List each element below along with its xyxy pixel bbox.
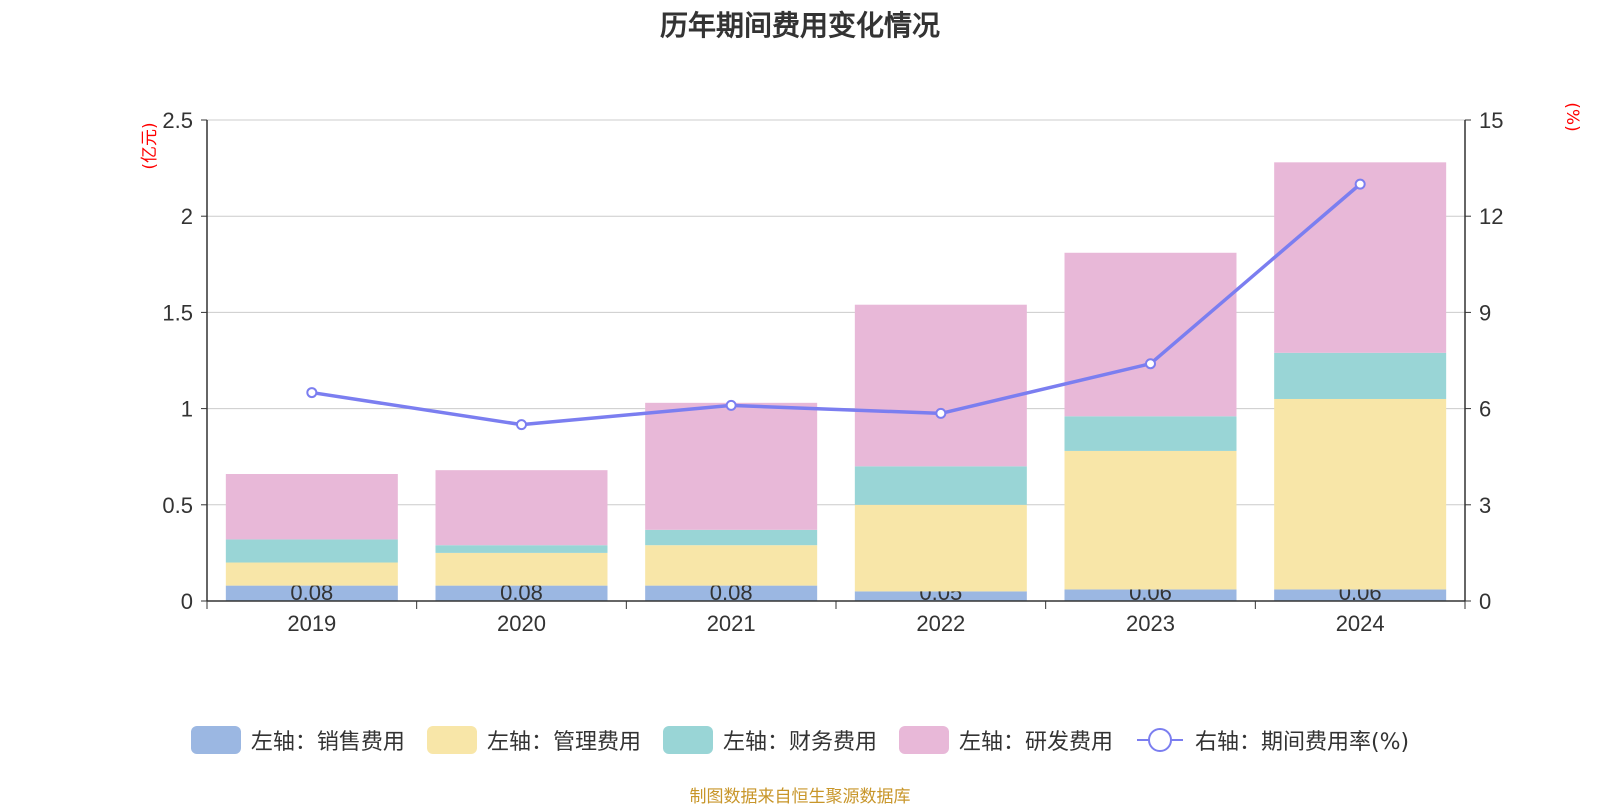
legend-swatch-sales	[190, 726, 241, 754]
y-right-tick-label: 9	[1479, 300, 1491, 325]
x-tick-label: 2023	[1126, 611, 1175, 636]
bar-segment-1	[435, 552, 608, 586]
bar-segment-3	[645, 402, 818, 530]
legend-label-admin: 左轴：管理费用	[486, 730, 641, 755]
bar-segment-2	[1274, 352, 1447, 399]
legend-item-rnd[interactable]: 左轴：研发费用	[898, 724, 1113, 756]
y-right-tick-label: 15	[1479, 108, 1503, 133]
y-left-tick-label: 1	[181, 397, 193, 422]
legend-item-sales[interactable]: 左轴：销售费用	[190, 724, 405, 756]
legend-item-finance[interactable]: 左轴：财务费用	[662, 724, 877, 756]
y-left-tick-label: 0.5	[162, 493, 193, 518]
x-tick-label: 2019	[287, 611, 336, 636]
bar-segment-2	[854, 466, 1027, 505]
bar-segment-0	[225, 585, 398, 601]
legend-label-expense-rate: 右轴：期间费用率(%)	[1194, 730, 1410, 755]
bar-segment-2	[645, 529, 818, 546]
bar-segment-2	[225, 539, 398, 563]
bar-segment-3	[435, 470, 608, 546]
x-tick-label: 2021	[707, 611, 756, 636]
expense-rate-point	[1145, 358, 1156, 370]
bar-segment-0	[645, 585, 818, 601]
legend-item-admin[interactable]: 左轴：管理费用	[426, 724, 641, 756]
source-note: 制图数据来自恒生聚源数据库	[689, 787, 911, 807]
x-tick-label: 2022	[916, 611, 965, 636]
chart-legend: 左轴：销售费用 左轴：管理费用 左轴：财务费用 左轴：研发费用 右轴：期间费用率…	[0, 722, 1600, 758]
bar-segment-3	[225, 474, 398, 540]
bar-segment-1	[225, 562, 398, 586]
y-right-tick-label: 6	[1479, 397, 1491, 422]
bar-segment-1	[1064, 450, 1237, 590]
y-right-unit-label: (%)	[1562, 102, 1582, 131]
y-right-tick-label: 0	[1479, 589, 1491, 614]
legend-line-marker-icon	[1136, 728, 1183, 752]
y-left-tick-label: 2.5	[162, 108, 193, 133]
bar-segment-0	[1064, 589, 1237, 601]
bar-segment-1	[854, 504, 1027, 592]
expense-rate-point	[935, 407, 947, 419]
bar-segment-3	[1064, 252, 1237, 417]
y-left-unit-label: (亿元)	[140, 122, 160, 169]
legend-swatch-admin	[426, 726, 477, 754]
bar-segment-3	[1274, 162, 1447, 353]
bar-segment-0	[854, 591, 1027, 601]
x-tick-label: 2020	[497, 611, 546, 636]
bar-segment-2	[1064, 416, 1237, 451]
expense-rate-point	[516, 419, 527, 431]
expense-rate-line	[311, 182, 1362, 427]
y-right-tick-label: 12	[1479, 204, 1503, 229]
legend-label-finance: 左轴：财务费用	[722, 730, 877, 755]
expense-rate-point	[306, 387, 318, 399]
x-tick-label: 2024	[1336, 611, 1385, 636]
legend-swatch-finance	[662, 726, 713, 754]
legend-label-sales: 左轴：销售费用	[250, 730, 405, 755]
bar-segment-0	[435, 585, 608, 601]
bar-segment-3	[854, 304, 1027, 467]
bar-segment-0	[1274, 589, 1447, 601]
expense-rate-point	[725, 399, 737, 411]
expense-rate-point	[1354, 178, 1366, 190]
bar-segment-1	[645, 545, 818, 586]
bar-segment-1	[1274, 398, 1447, 590]
y-left-tick-label: 1.5	[162, 300, 193, 325]
chart-title: 历年期间费用变化情况	[659, 9, 940, 42]
y-left-tick-label: 0	[181, 589, 193, 614]
legend-item-expense-rate[interactable]: 右轴：期间费用率(%)	[1135, 724, 1409, 756]
legend-swatch-rnd	[898, 726, 949, 754]
bar-segment-2	[435, 545, 608, 553]
y-left-tick-label: 2	[181, 204, 193, 229]
y-right-tick-label: 3	[1479, 493, 1491, 518]
legend-label-rnd: 左轴：研发费用	[958, 730, 1113, 755]
